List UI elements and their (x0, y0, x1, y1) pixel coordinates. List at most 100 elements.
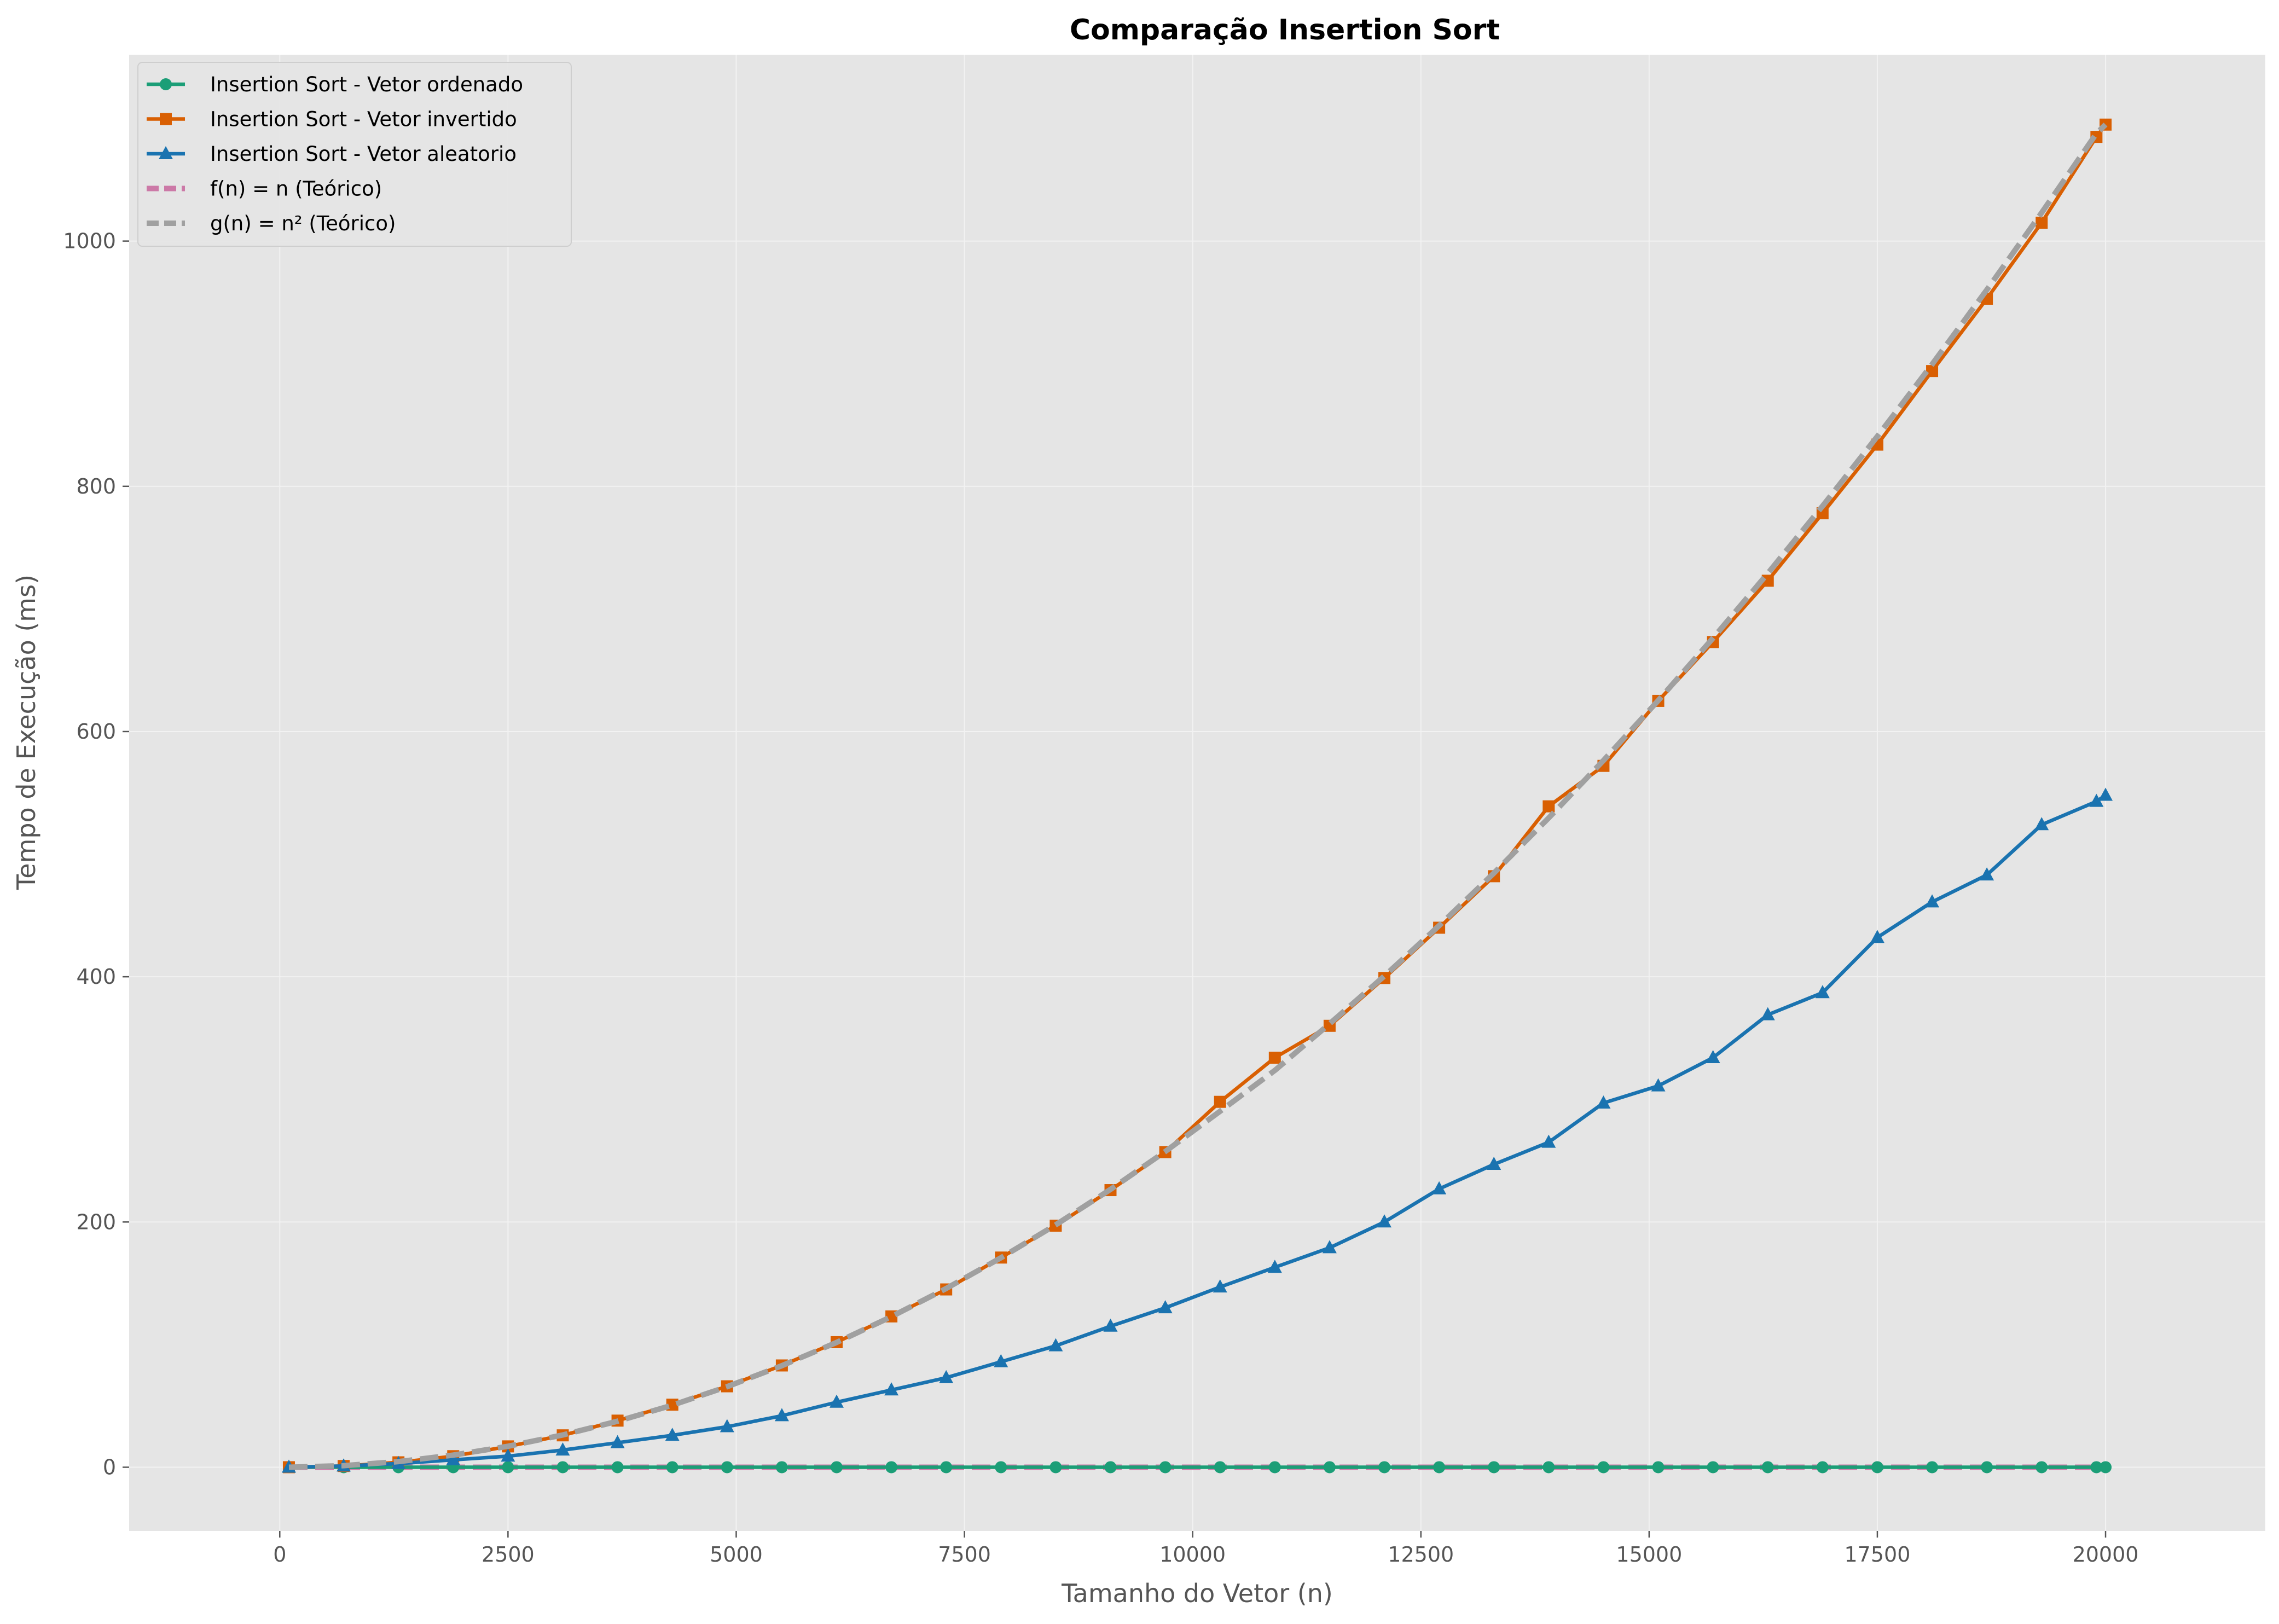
legend-box (137, 62, 572, 247)
data-point (1981, 1461, 1993, 1474)
chart-title: Comparação Insertion Sort (1070, 14, 1500, 47)
y-axis-label: Tempo de Execução (ms) (11, 575, 41, 890)
x-tick-label: 5000 (710, 1542, 763, 1567)
x-tick-label: 2500 (482, 1542, 535, 1567)
data-point (2089, 793, 2104, 807)
data-point (1871, 1461, 1883, 1474)
data-point (1432, 1181, 1447, 1194)
y-tick-label: 400 (76, 965, 116, 989)
data-point (829, 1394, 844, 1408)
legend-marker (159, 146, 173, 159)
x-tick-label: 15000 (1616, 1542, 1682, 1567)
legend-label: g(n) = n² (Teórico) (210, 212, 396, 235)
series-5 (288, 123, 2108, 1470)
x-tick-label: 12500 (1388, 1542, 1454, 1567)
data-point (1323, 1461, 1336, 1474)
y-tick-label: 0 (103, 1455, 116, 1479)
data-point (1706, 1050, 1720, 1064)
data-point (1268, 1461, 1281, 1474)
legend-item: f(n) = n (Teórico) (147, 177, 382, 201)
data-point (610, 1435, 625, 1448)
series-layer (281, 118, 2113, 1474)
data-point (556, 1461, 569, 1474)
data-point (1103, 1318, 1118, 1332)
y-tick-label: 800 (76, 474, 116, 498)
x-tick-label: 20000 (2073, 1542, 2139, 1567)
data-point (1267, 1260, 1282, 1273)
data-point (665, 1428, 680, 1441)
data-point (830, 1461, 843, 1474)
legend-label: Insertion Sort - Vetor invertido (210, 108, 517, 131)
legend-item: Insertion Sort - Vetor invertido (147, 108, 517, 131)
data-point (885, 1461, 898, 1474)
legend-item: g(n) = n² (Teórico) (147, 212, 396, 235)
data-point (2098, 787, 2113, 801)
legend: Insertion Sort - Vetor ordenado Insertion… (137, 62, 572, 247)
data-point (1596, 1095, 1611, 1109)
data-point (1377, 1214, 1392, 1228)
data-point (939, 1370, 954, 1383)
legend-label: Insertion Sort - Vetor aleatorio (210, 142, 517, 166)
data-point (1980, 867, 1994, 881)
axes: 0 2500 5000 7500 10000 12500 15000 17500 20000 0 2… (63, 229, 2138, 1567)
data-point (775, 1461, 788, 1474)
data-point (1652, 1461, 1665, 1474)
data-point (1541, 1134, 1556, 1148)
data-point (502, 1461, 514, 1474)
data-point (2100, 1461, 2112, 1474)
data-point (2090, 1461, 2103, 1474)
legend-marker (160, 78, 172, 90)
data-point (1542, 800, 1555, 813)
data-point (1158, 1300, 1173, 1314)
data-point (884, 1382, 899, 1396)
data-point (994, 1354, 1008, 1367)
data-point (995, 1461, 1007, 1474)
legend-item: Insertion Sort - Vetor aleatorio (147, 142, 517, 166)
data-point (1926, 1461, 1939, 1474)
data-point (1925, 894, 1940, 908)
data-point (1597, 1461, 1610, 1474)
data-point (1322, 1240, 1337, 1254)
data-point (1433, 1461, 1446, 1474)
data-point (1816, 1461, 1829, 1474)
data-point (1268, 1052, 1281, 1064)
x-tick-label: 7500 (938, 1542, 991, 1567)
data-point (1761, 575, 1774, 587)
data-point (1378, 1461, 1391, 1474)
data-point (940, 1461, 953, 1474)
data-point (1048, 1338, 1063, 1352)
data-point (1214, 1461, 1226, 1474)
legend-item: Insertion Sort - Vetor ordenado (147, 73, 523, 96)
data-point (611, 1461, 624, 1474)
data-point (1488, 1461, 1500, 1474)
data-point (1760, 1007, 1775, 1020)
legend-label: f(n) = n (Teórico) (210, 177, 382, 201)
data-point (1707, 1461, 1719, 1474)
data-point (1487, 1156, 1501, 1170)
data-point (1651, 1078, 1666, 1092)
x-tick-label: 10000 (1159, 1542, 1226, 1567)
data-point (1870, 930, 1884, 943)
data-point (1104, 1461, 1117, 1474)
data-point (1926, 365, 1939, 378)
x-tick-label: 17500 (1844, 1542, 1910, 1567)
data-point (1815, 985, 1830, 999)
y-tick-label: 1000 (63, 229, 116, 253)
series-line (288, 123, 2108, 1470)
data-point (446, 1452, 461, 1466)
data-point (501, 1448, 515, 1462)
data-point (666, 1461, 679, 1474)
data-point (1542, 1461, 1555, 1474)
data-point (555, 1442, 570, 1456)
data-point (1761, 1461, 1774, 1474)
data-point (2034, 817, 2049, 831)
data-point (2036, 1461, 2048, 1474)
data-point (774, 1408, 789, 1422)
data-point (1159, 1461, 1172, 1474)
plot-area (129, 55, 2265, 1531)
data-point (721, 1461, 733, 1474)
y-tick-label: 600 (76, 720, 116, 744)
legend-marker (160, 113, 172, 125)
